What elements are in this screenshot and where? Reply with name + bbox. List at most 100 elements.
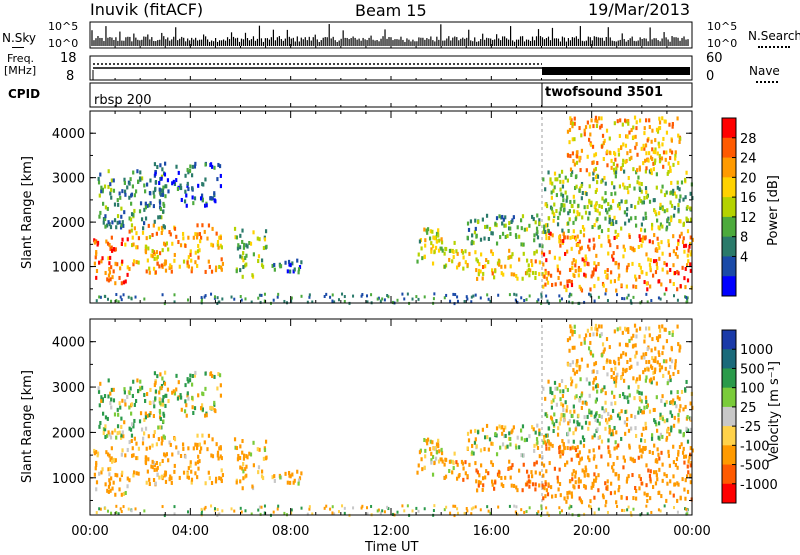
power-cell xyxy=(116,198,119,203)
power-cell xyxy=(616,245,619,250)
power-cell xyxy=(576,154,579,159)
velocity-cell xyxy=(557,487,560,492)
power-noise-cell xyxy=(449,299,452,303)
power-cell xyxy=(500,264,503,269)
velocity-cell xyxy=(429,439,432,444)
power-cell xyxy=(615,288,618,293)
velocity-cell xyxy=(559,389,562,394)
velocity-cell xyxy=(588,393,591,398)
power-noise-cell xyxy=(676,298,679,302)
velocity-cell xyxy=(594,478,597,483)
power-cell xyxy=(655,262,658,267)
velocity-noise-cell xyxy=(311,512,314,516)
velocity-cell xyxy=(548,441,551,446)
power-cell xyxy=(146,203,149,208)
power-cell xyxy=(164,261,167,266)
power-cell xyxy=(214,268,218,273)
velocity-cell xyxy=(551,494,554,499)
power-cell xyxy=(245,243,248,248)
velocity-noise-cell xyxy=(117,512,120,516)
power-cell xyxy=(533,233,536,238)
velocity-noise-cell xyxy=(204,505,207,509)
power-cell xyxy=(472,240,475,245)
velocity-cell xyxy=(216,450,220,455)
power-cell xyxy=(627,218,631,223)
power-cell xyxy=(443,251,446,256)
velocity-cell xyxy=(176,396,180,401)
velocity-cell xyxy=(106,488,109,493)
power-cell xyxy=(650,171,653,176)
velocity-noise-cell xyxy=(173,505,176,509)
power-cell xyxy=(201,197,204,202)
power-cell xyxy=(639,238,642,243)
velocity-cell xyxy=(515,485,518,490)
velocity-cell xyxy=(160,383,164,388)
power-cell xyxy=(571,121,574,126)
power-cell xyxy=(534,220,537,225)
power-cell xyxy=(123,189,127,194)
power-cell xyxy=(547,229,550,234)
velocity-cell xyxy=(613,379,616,384)
velocity-cell xyxy=(566,387,569,392)
velocity-cell xyxy=(518,468,521,473)
power-cell xyxy=(110,248,114,253)
power-cell xyxy=(613,185,616,190)
power-cell xyxy=(589,287,592,292)
power-cell xyxy=(678,187,681,192)
power-noise-cell xyxy=(161,293,164,297)
velocity-cell xyxy=(568,427,571,432)
velocity-cell xyxy=(590,410,593,415)
velocity-noise-cell xyxy=(386,505,389,509)
velocity-cell xyxy=(430,458,433,463)
power-cell xyxy=(235,235,239,240)
power-cell xyxy=(116,262,119,267)
velocity-cell xyxy=(562,389,565,394)
power-cell xyxy=(595,264,598,269)
power-noise-cell xyxy=(173,300,176,304)
power-cell xyxy=(678,234,682,239)
velocity-cell xyxy=(464,471,467,476)
velocity-cell xyxy=(296,469,299,474)
velocity-cell xyxy=(433,461,436,466)
power-cell xyxy=(110,195,113,200)
velocity-noise-cell xyxy=(632,507,635,511)
velocity-cell xyxy=(509,442,512,447)
velocity-cell xyxy=(690,427,693,432)
power-cell xyxy=(233,226,237,231)
freq-tick-top: 18 xyxy=(60,51,77,66)
power-noise-cell xyxy=(308,295,311,299)
velocity-cell xyxy=(634,496,638,501)
power-cell xyxy=(656,248,659,253)
velocity-cell xyxy=(632,333,635,338)
velocity-cell xyxy=(153,463,156,468)
power-cell xyxy=(451,259,454,264)
velocity-cell xyxy=(582,438,586,443)
velocity-cell xyxy=(536,445,540,450)
velocity-cell xyxy=(637,455,640,460)
power-cell xyxy=(100,185,103,190)
power-cell xyxy=(689,235,692,240)
power-cell xyxy=(612,162,615,167)
power-cell xyxy=(616,119,619,124)
power-cell xyxy=(213,198,216,203)
power-cell xyxy=(643,126,646,131)
power-cell xyxy=(580,148,584,153)
velocity-noise-cell xyxy=(396,510,399,514)
velocity-noise-cell xyxy=(127,507,130,511)
velocity-cell xyxy=(679,429,682,434)
velocity-cell xyxy=(586,363,589,368)
power-cell xyxy=(646,138,649,143)
power-cell xyxy=(116,214,120,219)
power-cell xyxy=(519,218,523,223)
velocity-cell xyxy=(220,476,223,481)
power-cell xyxy=(643,146,646,151)
power-noise-cell xyxy=(233,297,236,301)
velocity-cell xyxy=(246,455,249,460)
power-cell xyxy=(676,287,679,292)
power-cell xyxy=(421,256,424,261)
power-cell xyxy=(638,165,641,170)
velocity-cell xyxy=(678,408,681,413)
power-cell xyxy=(462,266,465,271)
power-cell xyxy=(575,184,578,189)
power-colorbar-swatch xyxy=(722,157,736,178)
